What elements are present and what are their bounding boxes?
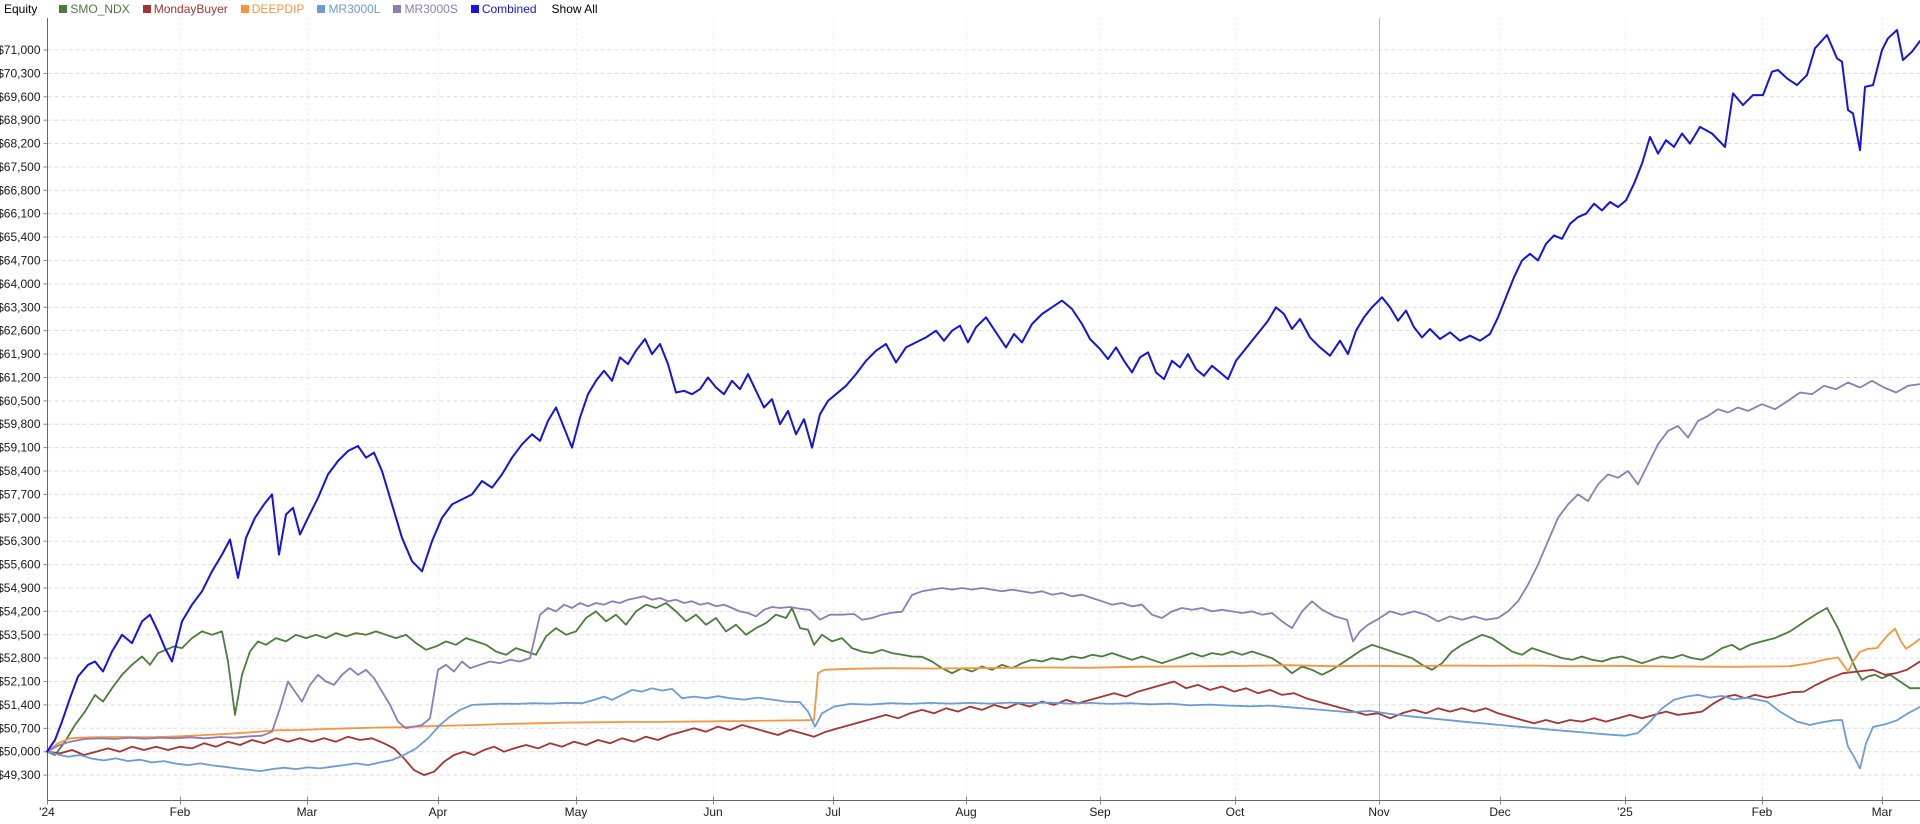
x-axis-label: Mar xyxy=(1872,805,1893,819)
x-axis-label: Aug xyxy=(955,805,976,819)
y-axis-label: $50,000 xyxy=(0,745,41,759)
show-all-button[interactable]: Show All xyxy=(551,1,598,16)
series-line-MR3000S xyxy=(46,379,1920,753)
y-axis-label: $66,800 xyxy=(0,183,41,197)
y-axis-label: $59,100 xyxy=(0,441,41,455)
x-axis-label: '24 xyxy=(39,805,55,819)
x-axis-label: Sep xyxy=(1089,805,1111,819)
x-axis-label: Jun xyxy=(703,805,722,819)
legend-item-label: MondayBuyer xyxy=(153,1,228,16)
y-axis-label: $49,300 xyxy=(0,768,41,782)
legend-items: SMO_NDX MondayBuyer DEEPDIP MR3000L MR3000S C… xyxy=(59,2,549,16)
legend-item-label: DEEPDIP xyxy=(251,1,305,16)
legend-swatch-icon xyxy=(59,4,68,13)
y-axis-label: $63,300 xyxy=(0,300,41,314)
series-line-DEEPDIP xyxy=(46,627,1920,753)
y-axis-label: $55,600 xyxy=(0,558,41,572)
y-axis-label: $59,800 xyxy=(0,417,41,431)
y-axis-label: $66,100 xyxy=(0,207,41,221)
y-axis-label: $54,900 xyxy=(0,581,41,595)
legend-item-MR3000S[interactable]: MR3000S xyxy=(393,1,458,16)
y-axis-label: $61,900 xyxy=(0,347,41,361)
y-axis-label: $58,400 xyxy=(0,464,41,478)
y-axis-label: $57,700 xyxy=(0,487,41,501)
x-axis-label: Jul xyxy=(825,805,840,819)
x-axis-label: Nov xyxy=(1368,805,1389,819)
y-axis-label: $52,100 xyxy=(0,675,41,689)
legend-item-DEEPDIP[interactable]: DEEPDIP xyxy=(240,1,305,16)
legend-swatch-icon xyxy=(317,4,326,13)
legend-swatch-icon xyxy=(240,4,249,13)
legend-title: Equity xyxy=(4,1,38,16)
y-axis-label: $69,600 xyxy=(0,90,41,104)
y-axis-label: $67,500 xyxy=(0,160,41,174)
y-axis-label: $68,200 xyxy=(0,137,41,151)
y-axis-label: $54,200 xyxy=(0,604,41,618)
legend-item-MondayBuyer[interactable]: MondayBuyer xyxy=(142,1,228,16)
legend-swatch-icon xyxy=(142,4,151,13)
x-axis-label: Oct xyxy=(1226,805,1245,819)
y-axis-label: $70,300 xyxy=(0,66,41,80)
y-axis-label: $53,500 xyxy=(0,628,41,642)
y-axis-label: $64,700 xyxy=(0,254,41,268)
legend-item-SMO_NDX[interactable]: SMO_NDX xyxy=(59,1,130,16)
y-axis-label: $51,400 xyxy=(0,698,41,712)
y-axis-label: $52,800 xyxy=(0,651,41,665)
x-axis-label: '25 xyxy=(1617,805,1633,819)
x-axis-label: Feb xyxy=(1752,805,1773,819)
legend-bar: Equity SMO_NDX MondayBuyer DEEPDIP MR3000L M… xyxy=(4,1,606,16)
series-line-Combined xyxy=(46,29,1920,753)
legend-swatch-icon xyxy=(470,4,479,13)
legend-item-Combined[interactable]: Combined xyxy=(470,1,537,16)
y-axis-label: $61,200 xyxy=(0,370,41,384)
legend-item-label: MR3000S xyxy=(404,1,458,16)
legend-item-label: Combined xyxy=(481,1,537,16)
series-line-MR3000L xyxy=(46,687,1920,772)
y-axis-label: $60,500 xyxy=(0,394,41,408)
x-axis-label: May xyxy=(565,805,588,819)
y-axis-label: $64,000 xyxy=(0,277,41,291)
y-axis-label: $65,400 xyxy=(0,230,41,244)
y-axis-label: $71,000 xyxy=(0,43,41,57)
x-axis-label: Apr xyxy=(429,805,448,819)
legend-swatch-icon xyxy=(393,4,402,13)
x-axis-label: Feb xyxy=(170,805,191,819)
x-axis-label: Dec xyxy=(1489,805,1510,819)
series-line-MondayBuyer xyxy=(46,660,1920,776)
legend-item-MR3000L[interactable]: MR3000L xyxy=(317,2,380,16)
y-axis-label: $56,300 xyxy=(0,534,41,548)
y-axis-label: $62,600 xyxy=(0,324,41,338)
y-axis-label: $68,900 xyxy=(0,113,41,127)
legend-item-label: MR3000L xyxy=(328,1,381,16)
y-axis-label: $50,700 xyxy=(0,721,41,735)
x-axis-label: Mar xyxy=(297,805,318,819)
legend-item-label: SMO_NDX xyxy=(70,1,130,16)
y-axis-label: $57,000 xyxy=(0,511,41,525)
